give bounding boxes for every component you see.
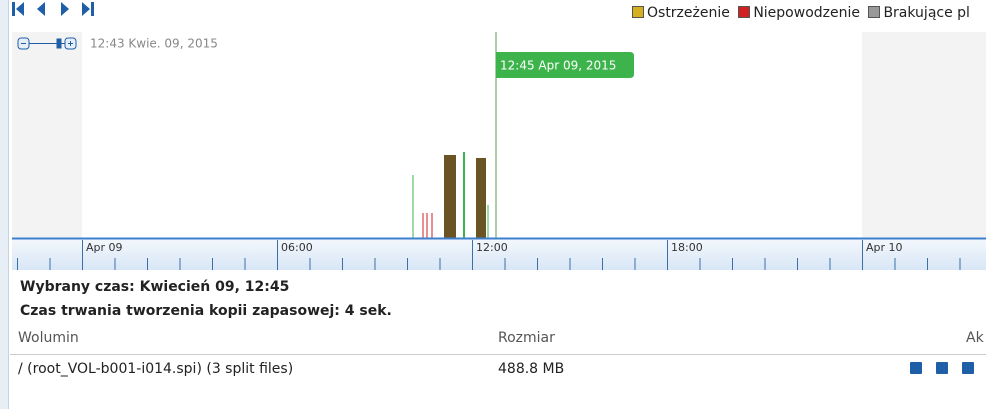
row-cell: / (root_VOL-b001-i014.spi) (3 split file… xyxy=(18,361,294,377)
left-edge xyxy=(0,0,9,409)
chart-day xyxy=(82,32,862,238)
legend-label: Ostrzeżenie xyxy=(647,5,730,21)
header-cell: Ak xyxy=(966,330,984,346)
legend-label: Niepowodzenie xyxy=(753,5,860,21)
axis-label: 12:00 xyxy=(476,241,508,254)
axis-label: 06:00 xyxy=(281,241,313,254)
tooltip xyxy=(496,52,634,78)
job-marks xyxy=(412,152,489,238)
axis-label: Apr 10 xyxy=(866,241,903,254)
zoom-control[interactable] xyxy=(17,37,77,50)
header-border xyxy=(10,354,986,355)
tooltip-text: 12:45 Apr 09, 2015 xyxy=(500,59,616,73)
nav-buttons[interactable] xyxy=(12,2,94,16)
restore-button[interactable] xyxy=(962,362,974,374)
axis-strip xyxy=(12,238,986,270)
duration: Czas trwania tworzenia kopii zapasowej: … xyxy=(20,303,392,319)
legend-swatch xyxy=(738,6,751,18)
legend-label: Brakujące pl xyxy=(883,5,970,21)
download-button[interactable] xyxy=(936,362,948,374)
axis-label: 18:00 xyxy=(671,241,703,254)
info-button[interactable] xyxy=(910,362,922,374)
header-cell: Wolumin xyxy=(18,330,79,346)
axis-ticks xyxy=(17,240,961,270)
legend-swatch xyxy=(868,6,881,18)
legend: Ostrzeżenie Niepowodzenie Brakujące pl xyxy=(628,5,970,21)
axis-label: Apr 09 xyxy=(86,241,123,254)
zoom-label: 12:43 Kwie. 09, 2015 xyxy=(90,37,218,51)
row-cell: 488.8 MB xyxy=(498,361,565,377)
header-cell: Rozmiar xyxy=(498,330,555,346)
timeline: 12:43 Kwie. 09, 2015 12:45 Apr 09, 2015 … xyxy=(12,2,986,270)
legend-swatch xyxy=(632,6,644,18)
selected-time: Wybrany czas: Kwiecień 09, 12:45 xyxy=(20,279,290,295)
